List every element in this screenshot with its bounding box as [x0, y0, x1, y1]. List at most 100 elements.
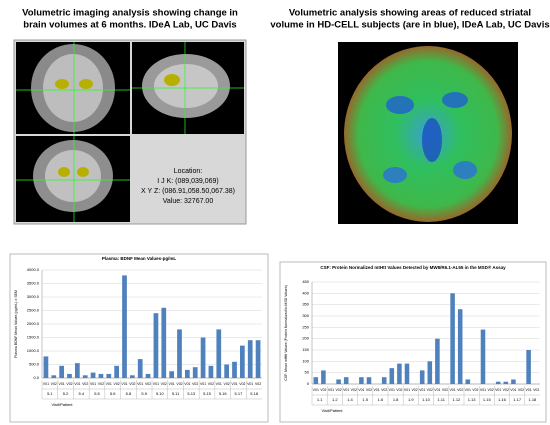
- bar: [465, 379, 471, 384]
- bar: [98, 373, 104, 378]
- info-text: Value: 32767.00: [163, 198, 214, 205]
- group-label: 5.2: [63, 391, 69, 396]
- bar: [106, 373, 112, 378]
- y-tick-label: 0: [307, 381, 310, 386]
- x-tick-label: V02: [82, 382, 88, 386]
- bar: [240, 345, 245, 378]
- group-label: 5.17: [235, 391, 244, 396]
- x-tick-label: V02: [518, 388, 524, 392]
- bar: [419, 370, 425, 384]
- y-tick-label: 50: [305, 370, 310, 375]
- x-tick-label: V02: [66, 382, 72, 386]
- x-tick-label: V01: [200, 382, 206, 386]
- x-axis-label: Visit/Patient: [51, 402, 73, 407]
- group-label: 5.9: [141, 391, 147, 396]
- group-label: 1.2: [332, 397, 338, 402]
- x-tick-label: V02: [255, 382, 261, 386]
- bar: [366, 377, 372, 384]
- blue-area: [453, 161, 477, 179]
- blue-area: [383, 167, 407, 183]
- x-tick-label: V02: [411, 388, 417, 392]
- x-tick-label: V02: [366, 388, 372, 392]
- bar: [185, 369, 190, 378]
- x-tick-label: V02: [335, 388, 341, 392]
- x-tick-label: V01: [449, 388, 455, 392]
- bar: [90, 372, 96, 378]
- x-tick-label: V02: [145, 382, 151, 386]
- x-tick-label: V01: [510, 388, 516, 392]
- group-label: 1.8: [393, 397, 399, 402]
- bar: [67, 373, 72, 378]
- group-label: 1.10: [422, 397, 431, 402]
- highlight: [58, 167, 70, 177]
- y-tick-label: 3500.0: [27, 281, 40, 286]
- heat-map-brain: [338, 42, 518, 224]
- x-tick-label: V01: [74, 382, 80, 386]
- bar: [75, 363, 80, 378]
- group-label: 5.13: [187, 391, 196, 396]
- y-tick-label: 350: [302, 302, 309, 307]
- y-tick-label: 3000.0: [27, 294, 40, 299]
- x-tick-label: V02: [503, 388, 509, 392]
- y-tick-label: 4000.0: [27, 267, 40, 272]
- panel-title: brain volumes at 6 months. IDeA Lab, UC …: [23, 20, 236, 31]
- group-label: 1.4: [347, 397, 353, 402]
- bar: [59, 365, 64, 378]
- x-tick-label: V02: [208, 382, 214, 386]
- group-label: 1.12: [453, 397, 462, 402]
- x-tick-label: V01: [525, 388, 531, 392]
- x-tick-label: V02: [114, 382, 120, 386]
- bar: [526, 350, 531, 384]
- brain: [154, 64, 218, 108]
- panel-title: Volumetric imaging analysis showing chan…: [22, 8, 238, 19]
- panel-title: volume in HD-CELL subjects (are in blue)…: [270, 20, 549, 31]
- x-tick-label: V02: [472, 388, 478, 392]
- bar: [169, 371, 174, 378]
- x-tick-label: V01: [480, 388, 486, 392]
- x-tick-label: V02: [98, 382, 104, 386]
- group-label: 1.18: [529, 397, 538, 402]
- highlight: [55, 79, 69, 89]
- bar: [43, 356, 49, 378]
- bar: [130, 375, 135, 378]
- x-tick-label: V01: [247, 382, 253, 386]
- group-label: 5.4: [79, 391, 85, 396]
- x-tick-label: V02: [320, 388, 326, 392]
- bar: [192, 367, 198, 378]
- group-label: 5.10: [156, 391, 165, 396]
- bar: [336, 379, 341, 384]
- info-text: I J K: (089,039,069): [157, 178, 218, 185]
- bar: [232, 361, 237, 378]
- info-text: Location:: [174, 168, 202, 175]
- x-tick-label: V02: [427, 388, 433, 392]
- x-tick-label: V01: [59, 382, 65, 386]
- chart-frame: [279, 261, 547, 423]
- bar: [177, 329, 182, 378]
- bar: [359, 377, 364, 384]
- group-label: 5.6: [110, 391, 116, 396]
- highlight: [77, 167, 89, 177]
- x-tick-label: V01: [404, 388, 410, 392]
- bar: [503, 381, 509, 384]
- x-tick-label: V01: [231, 382, 237, 386]
- y-tick-label: 450: [302, 279, 309, 284]
- bar: [343, 377, 349, 384]
- bar: [224, 364, 229, 378]
- group-label: 1.11: [437, 397, 445, 402]
- bar: [200, 337, 206, 378]
- x-tick-label: V01: [216, 382, 222, 386]
- group-label: 5.1: [47, 391, 53, 396]
- bar: [122, 275, 127, 378]
- x-tick-label: V02: [192, 382, 198, 386]
- x-tick-label: V01: [419, 388, 425, 392]
- bar: [313, 377, 319, 384]
- x-tick-label: V01: [169, 382, 175, 386]
- y-tick-label: 0.0: [33, 375, 39, 380]
- bar: [457, 309, 463, 384]
- x-tick-label: V02: [533, 388, 539, 392]
- x-tick-label: V02: [224, 382, 230, 386]
- x-tick-label: V02: [396, 388, 402, 392]
- blue-area: [422, 118, 442, 162]
- y-tick-label: 150: [302, 347, 309, 352]
